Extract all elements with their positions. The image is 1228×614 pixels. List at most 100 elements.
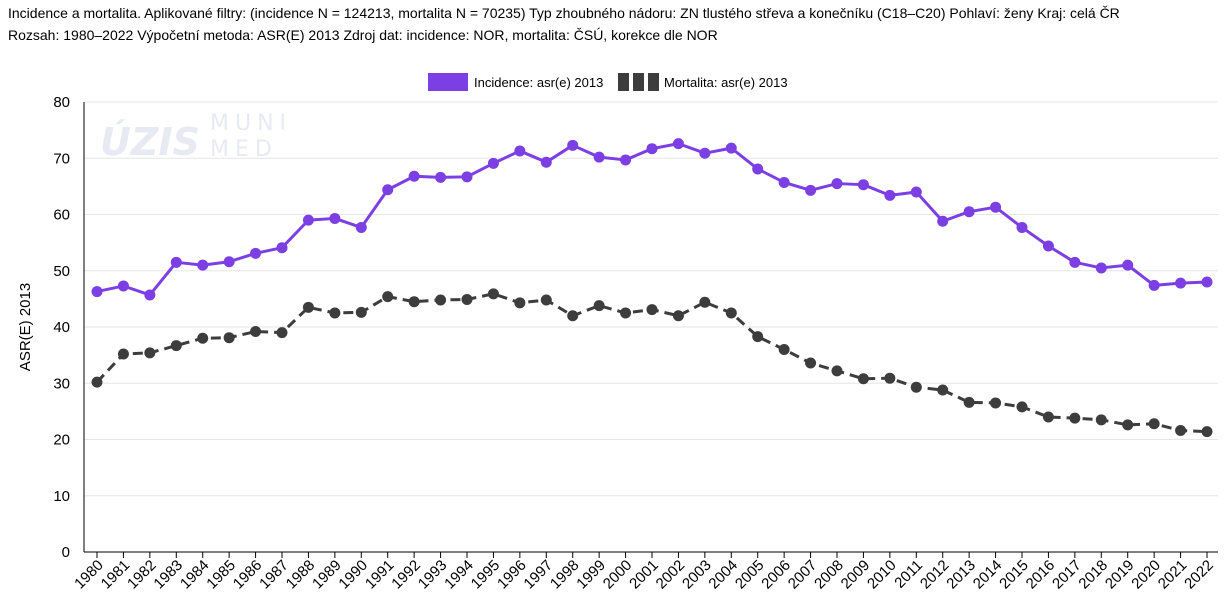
data-point[interactable]: [1095, 414, 1107, 426]
data-point[interactable]: [223, 332, 235, 344]
data-point[interactable]: [963, 206, 975, 218]
data-point[interactable]: [778, 176, 790, 188]
data-point[interactable]: [435, 294, 447, 306]
data-point[interactable]: [540, 294, 552, 306]
data-point[interactable]: [197, 332, 209, 344]
data-point[interactable]: [778, 344, 790, 355]
x-tick-label: 1996: [494, 557, 530, 593]
data-point[interactable]: [620, 154, 632, 166]
data-point[interactable]: [937, 384, 949, 396]
data-point[interactable]: [514, 145, 526, 157]
data-point[interactable]: [91, 286, 103, 298]
data-point[interactable]: [672, 138, 684, 150]
data-point[interactable]: [461, 171, 473, 183]
data-point[interactable]: [117, 280, 129, 292]
data-point[interactable]: [355, 221, 367, 233]
data-point[interactable]: [646, 304, 658, 316]
data-point[interactable]: [857, 179, 869, 191]
data-point[interactable]: [990, 201, 1002, 213]
data-point[interactable]: [223, 256, 235, 268]
legend-item-incidence[interactable]: Incidence: asr(e) 2013: [428, 73, 603, 91]
data-point[interactable]: [302, 214, 314, 226]
data-point[interactable]: [144, 289, 156, 301]
data-point[interactable]: [355, 306, 367, 318]
data-point[interactable]: [197, 259, 209, 271]
data-point[interactable]: [487, 157, 499, 169]
data-point[interactable]: [170, 340, 182, 352]
data-point[interactable]: [831, 178, 843, 190]
data-point[interactable]: [593, 300, 605, 312]
x-tick-label: 1989: [309, 557, 345, 593]
data-point[interactable]: [1148, 418, 1160, 430]
data-point[interactable]: [805, 357, 817, 369]
data-point[interactable]: [461, 293, 473, 305]
data-point[interactable]: [382, 291, 394, 303]
data-point[interactable]: [884, 189, 896, 201]
data-point[interactable]: [910, 381, 922, 393]
data-point[interactable]: [276, 327, 288, 339]
data-point[interactable]: [1042, 411, 1054, 423]
data-point[interactable]: [831, 365, 843, 377]
data-point[interactable]: [884, 372, 896, 384]
x-tick-label: 2010: [864, 557, 900, 593]
data-point[interactable]: [699, 296, 711, 308]
data-point[interactable]: [382, 184, 394, 196]
data-point[interactable]: [1095, 262, 1107, 274]
data-point[interactable]: [910, 186, 922, 198]
data-point[interactable]: [91, 376, 103, 388]
x-tick-label: 1985: [203, 557, 239, 593]
data-point[interactable]: [672, 310, 684, 322]
data-point[interactable]: [514, 297, 526, 309]
data-point[interactable]: [857, 373, 869, 385]
data-point[interactable]: [1069, 256, 1081, 268]
data-point[interactable]: [1042, 240, 1054, 252]
data-point[interactable]: [593, 151, 605, 163]
data-point[interactable]: [435, 171, 447, 183]
data-point[interactable]: [250, 247, 262, 259]
data-point[interactable]: [302, 301, 314, 313]
data-point[interactable]: [1069, 412, 1081, 424]
data-point[interactable]: [752, 331, 764, 343]
data-point[interactable]: [329, 307, 341, 319]
legend-item-mortalita[interactable]: Mortalita: asr(e) 2013: [618, 73, 788, 91]
data-point[interactable]: [567, 310, 579, 322]
data-point[interactable]: [699, 147, 711, 159]
data-point[interactable]: [990, 397, 1002, 409]
data-point[interactable]: [1148, 279, 1160, 291]
x-tick-label: 2018: [1075, 557, 1111, 593]
data-point[interactable]: [646, 143, 658, 155]
data-point[interactable]: [1201, 276, 1213, 288]
data-point[interactable]: [963, 396, 975, 408]
data-point[interactable]: [620, 307, 632, 319]
data-point[interactable]: [937, 215, 949, 227]
data-point[interactable]: [276, 242, 288, 254]
legend-swatch: [633, 73, 644, 91]
x-tick-label: 2021: [1155, 557, 1191, 593]
filter-description-line-1: Incidence a mortalita. Aplikované filtry…: [8, 5, 1120, 21]
legend[interactable]: Incidence: asr(e) 2013 Mortalita: asr(e) …: [428, 73, 788, 91]
x-tick-label: 1980: [71, 557, 107, 593]
data-point[interactable]: [144, 347, 156, 359]
data-point[interactable]: [752, 163, 764, 175]
data-point[interactable]: [329, 212, 341, 224]
data-point[interactable]: [1016, 401, 1028, 413]
data-point[interactable]: [408, 170, 420, 182]
data-point[interactable]: [1175, 425, 1187, 436]
data-point[interactable]: [1201, 426, 1213, 438]
data-point[interactable]: [725, 142, 737, 154]
data-point[interactable]: [487, 288, 499, 300]
data-point[interactable]: [1122, 419, 1134, 431]
data-point[interactable]: [1175, 277, 1187, 289]
data-point[interactable]: [117, 348, 129, 360]
data-point[interactable]: [1122, 259, 1134, 271]
data-point[interactable]: [805, 184, 817, 196]
data-point[interactable]: [567, 139, 579, 151]
data-point[interactable]: [540, 156, 552, 168]
x-tick-label: 2022: [1181, 557, 1217, 593]
x-tick-label: 2001: [626, 557, 662, 593]
data-point[interactable]: [725, 307, 737, 319]
data-point[interactable]: [408, 296, 420, 308]
data-point[interactable]: [1016, 221, 1028, 233]
data-point[interactable]: [250, 326, 262, 337]
data-point[interactable]: [170, 256, 182, 268]
